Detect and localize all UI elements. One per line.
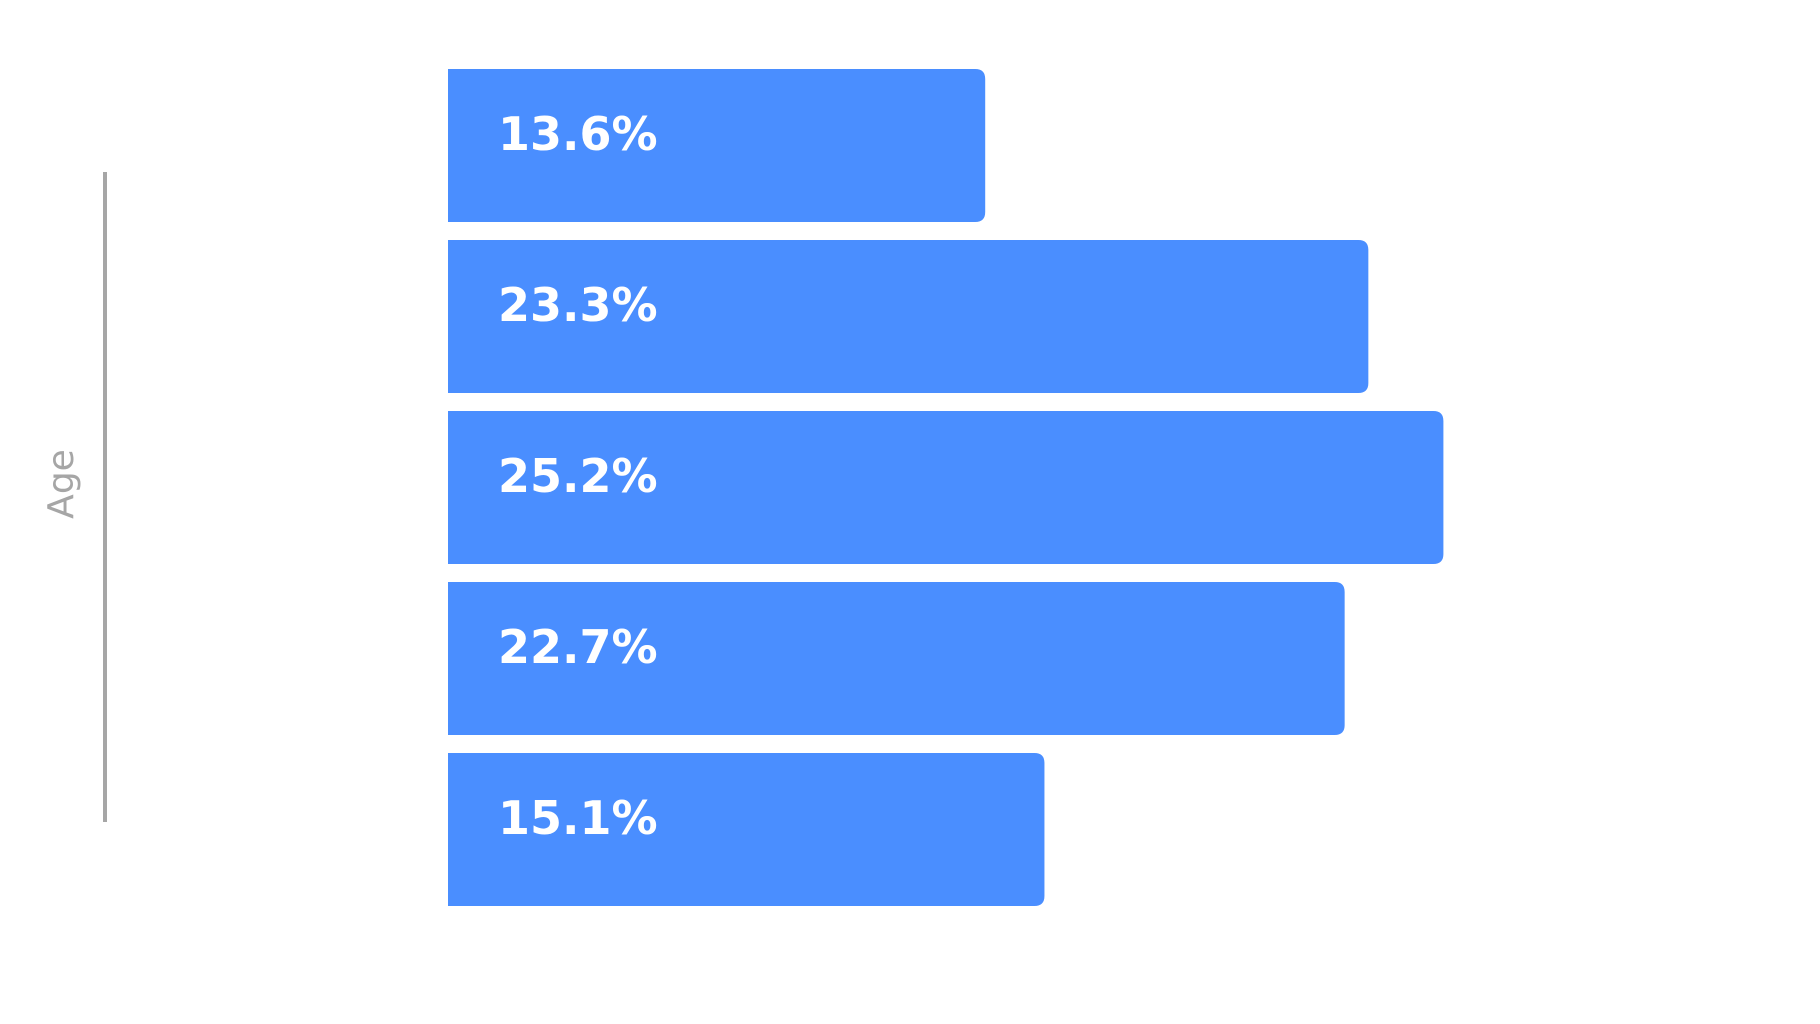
bar-value-label-2: 23.3% <box>498 278 658 332</box>
bar-5 <box>448 753 1045 906</box>
bars-group: 13.6% 23.3% 25.2% 22.7% 15.1% <box>448 69 1444 906</box>
bar-value-label-4: 22.7% <box>498 620 658 674</box>
bar-value-label-3: 25.2% <box>498 449 658 503</box>
bar-value-label-1: 13.6% <box>498 107 658 161</box>
bar-2 <box>448 240 1369 393</box>
bar-value-label-5: 15.1% <box>498 791 658 845</box>
bar-1 <box>448 69 986 222</box>
bar-3 <box>448 411 1444 564</box>
bar-4 <box>448 582 1345 735</box>
y-axis-label: Age <box>41 449 82 519</box>
